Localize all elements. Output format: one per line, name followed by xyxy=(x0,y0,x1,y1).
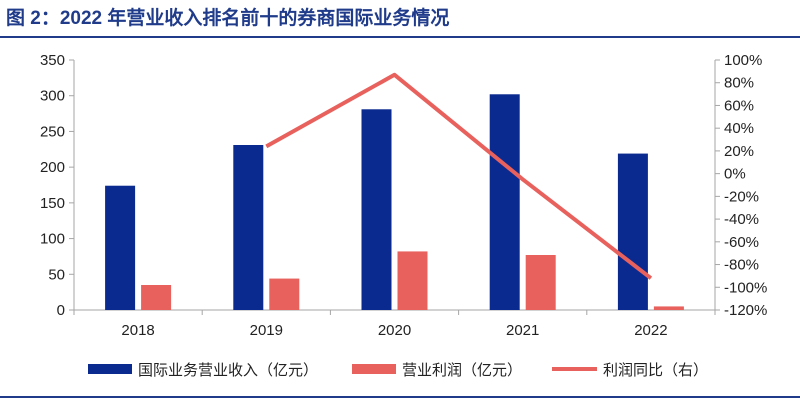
y-left-tick-label: 50 xyxy=(48,266,65,283)
x-tick-label: 2018 xyxy=(121,322,154,339)
chart-title: 图 2：2022 年营业收入排名前十的券商国际业务情况 xyxy=(6,8,450,29)
x-tick-label: 2022 xyxy=(634,322,667,339)
profit-bar xyxy=(141,285,172,310)
legend-label-revenue: 国际业务营业收入（亿元） xyxy=(138,362,318,379)
y-left-tick-label: 200 xyxy=(40,159,65,176)
profit-bar xyxy=(525,255,556,310)
legend: 国际业务营业收入（亿元） 营业利润（亿元） 利润同比（右） xyxy=(88,362,708,379)
y-right-tick-label: -100% xyxy=(724,279,767,296)
y-right-tick-label: -120% xyxy=(724,302,767,319)
legend-swatch-profit xyxy=(352,364,396,374)
profit-bar xyxy=(653,306,684,310)
revenue-bar xyxy=(617,153,648,310)
y-right-tick-label: 0% xyxy=(724,166,746,183)
title-underline xyxy=(0,36,800,38)
y-left-tick-label: 100 xyxy=(40,231,65,248)
legend-swatch-revenue xyxy=(88,364,132,374)
revenue-bar xyxy=(233,145,264,310)
y-left-tick-label: 0 xyxy=(57,302,65,319)
y-left-tick-label: 350 xyxy=(40,52,65,69)
yoy-line xyxy=(265,72,653,280)
y-right-tick-label: 60% xyxy=(724,97,754,114)
y-right-tick-label: -80% xyxy=(724,257,759,274)
y-right-tick-label: -40% xyxy=(724,211,759,228)
y-right-tick-label: -60% xyxy=(724,234,759,251)
profit-bar xyxy=(397,251,428,310)
y-left-tick-label: 250 xyxy=(40,123,65,140)
bottom-rule xyxy=(0,396,800,398)
legend-label-profit: 营业利润（亿元） xyxy=(402,362,522,379)
y-left-tick-label: 300 xyxy=(40,88,65,105)
revenue-bar xyxy=(361,109,392,311)
y-right-tick-label: 100% xyxy=(724,52,762,69)
revenue-bar xyxy=(105,185,136,310)
x-tick-label: 2019 xyxy=(250,322,283,339)
y-right-tick-label: -20% xyxy=(724,188,759,205)
y-right-tick-label: 80% xyxy=(724,75,754,92)
y-right-tick-label: 40% xyxy=(724,120,754,137)
y-left-tick-label: 150 xyxy=(40,195,65,212)
x-tick-label: 2020 xyxy=(378,322,411,339)
profit-bar xyxy=(269,278,300,310)
revenue-bar xyxy=(489,94,520,311)
x-tick-label: 2021 xyxy=(506,322,539,339)
legend-label-yoy: 利润同比（右） xyxy=(603,362,708,379)
y-right-tick-label: 20% xyxy=(724,143,754,160)
